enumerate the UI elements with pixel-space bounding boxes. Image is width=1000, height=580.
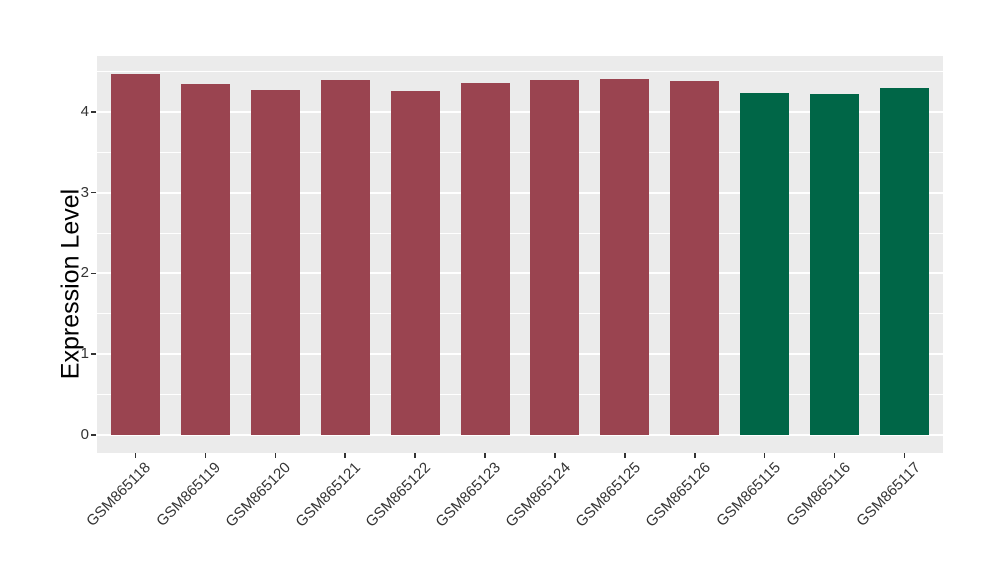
x-tick-mark: [134, 453, 137, 458]
y-tick-mark: [91, 434, 96, 436]
bar-GSM865119: [180, 83, 230, 435]
minor-gridline: [97, 71, 943, 73]
bar-GSM865123: [460, 82, 510, 435]
x-tick-mark: [344, 453, 346, 458]
y-tick-label: 0: [80, 425, 89, 443]
x-tick-mark: [833, 453, 836, 458]
major-gridline: [97, 353, 943, 356]
x-tick-mark: [414, 453, 416, 458]
y-tick-label: 2: [80, 264, 89, 282]
bar-GSM865124: [530, 79, 580, 435]
x-tick-mark: [274, 453, 277, 458]
y-tick-mark: [91, 191, 96, 194]
y-tick-mark: [91, 353, 96, 355]
y-tick-label: 1: [80, 345, 89, 363]
plot-panel: [97, 56, 943, 453]
bar-GSM865125: [600, 78, 650, 435]
x-tick-label-GSM865118: GSM865118: [83, 459, 155, 530]
bar-GSM865126: [670, 81, 720, 435]
bar-GSM865121: [320, 79, 370, 435]
y-tick-label: 4: [80, 103, 89, 121]
x-tick-mark: [763, 453, 766, 458]
bar-GSM865118: [110, 74, 160, 435]
x-tick-mark: [484, 453, 486, 458]
bar-GSM865117: [880, 87, 930, 435]
minor-gridline: [97, 232, 943, 234]
x-tick-mark: [204, 453, 207, 458]
minor-gridline: [97, 313, 943, 315]
major-gridline: [97, 191, 943, 194]
bar-GSM865115: [740, 92, 790, 435]
minor-gridline: [97, 151, 943, 153]
bar-GSM865116: [810, 94, 860, 435]
y-tick-mark: [91, 272, 96, 275]
bar-GSM865122: [390, 91, 440, 435]
x-tick-mark: [624, 453, 626, 458]
x-tick-mark: [694, 453, 696, 458]
x-tick-mark: [903, 453, 906, 458]
minor-gridline: [97, 394, 943, 396]
y-tick-mark: [91, 111, 96, 113]
bar-GSM865120: [250, 90, 300, 435]
major-gridline: [97, 111, 943, 114]
x-tick-mark: [554, 453, 556, 458]
y-tick-label: 3: [80, 183, 89, 201]
major-gridline: [97, 433, 943, 436]
major-gridline: [97, 272, 943, 275]
